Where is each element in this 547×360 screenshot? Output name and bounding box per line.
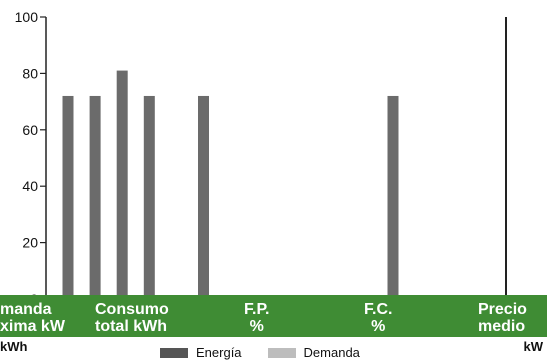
bar bbox=[89, 95, 101, 300]
legend-label-energia: Energía bbox=[196, 345, 242, 360]
bar bbox=[198, 95, 209, 300]
y-tick-label: 80 bbox=[22, 65, 38, 81]
band-label-fc: F.C.% bbox=[364, 301, 393, 335]
legend: Energía Demanda bbox=[160, 345, 360, 360]
legend-swatch-demanda bbox=[267, 347, 296, 358]
y-tick-label: 40 bbox=[22, 178, 38, 194]
legend-swatch-energia bbox=[160, 347, 188, 358]
summary-band bbox=[0, 295, 547, 337]
band-label-fp: F.P.% bbox=[244, 301, 270, 335]
band-label-consumo: Consumo total kWh bbox=[95, 301, 169, 335]
bar bbox=[143, 95, 155, 300]
bar bbox=[62, 95, 74, 300]
bar bbox=[116, 70, 128, 299]
band-label-demanda: manda xima kW bbox=[0, 301, 65, 335]
bars bbox=[62, 70, 399, 300]
legend-label-demanda: Demanda bbox=[303, 345, 360, 360]
y-tick-labels: 020406080100 bbox=[15, 9, 46, 307]
bar bbox=[387, 95, 399, 300]
unit-right: kW bbox=[523, 339, 544, 354]
unit-left: kWh bbox=[0, 339, 28, 354]
y-tick-label: 20 bbox=[22, 235, 38, 251]
y-tick-label: 60 bbox=[22, 122, 38, 138]
y-tick-label: 100 bbox=[15, 9, 39, 25]
band-label-precio: Precio medio bbox=[478, 301, 527, 335]
chart-axes bbox=[45, 17, 507, 299]
